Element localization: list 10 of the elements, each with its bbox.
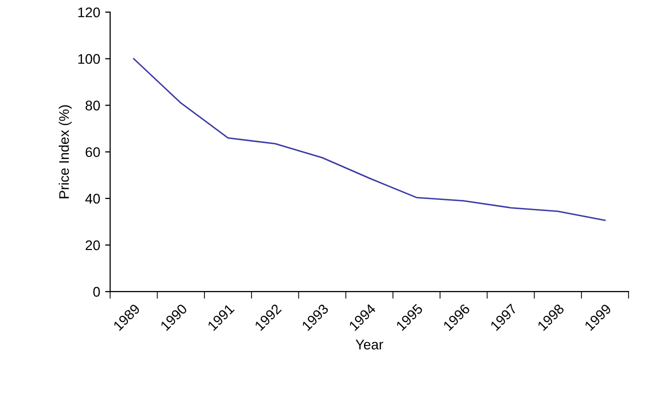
y-tick-label: 100 — [78, 54, 100, 64]
y-tick-label: 60 — [86, 147, 100, 158]
y-axis-title: Price Index (%) — [58, 105, 72, 198]
y-tick-label: 20 — [86, 240, 100, 250]
line-series — [133, 58, 606, 222]
y-tick-label: 120 — [78, 7, 100, 18]
y-tick-label: 80 — [86, 100, 100, 110]
x-axis-title: Year — [356, 340, 384, 350]
y-tick-label: 0 — [93, 286, 100, 297]
y-tick-label: 40 — [85, 194, 100, 204]
